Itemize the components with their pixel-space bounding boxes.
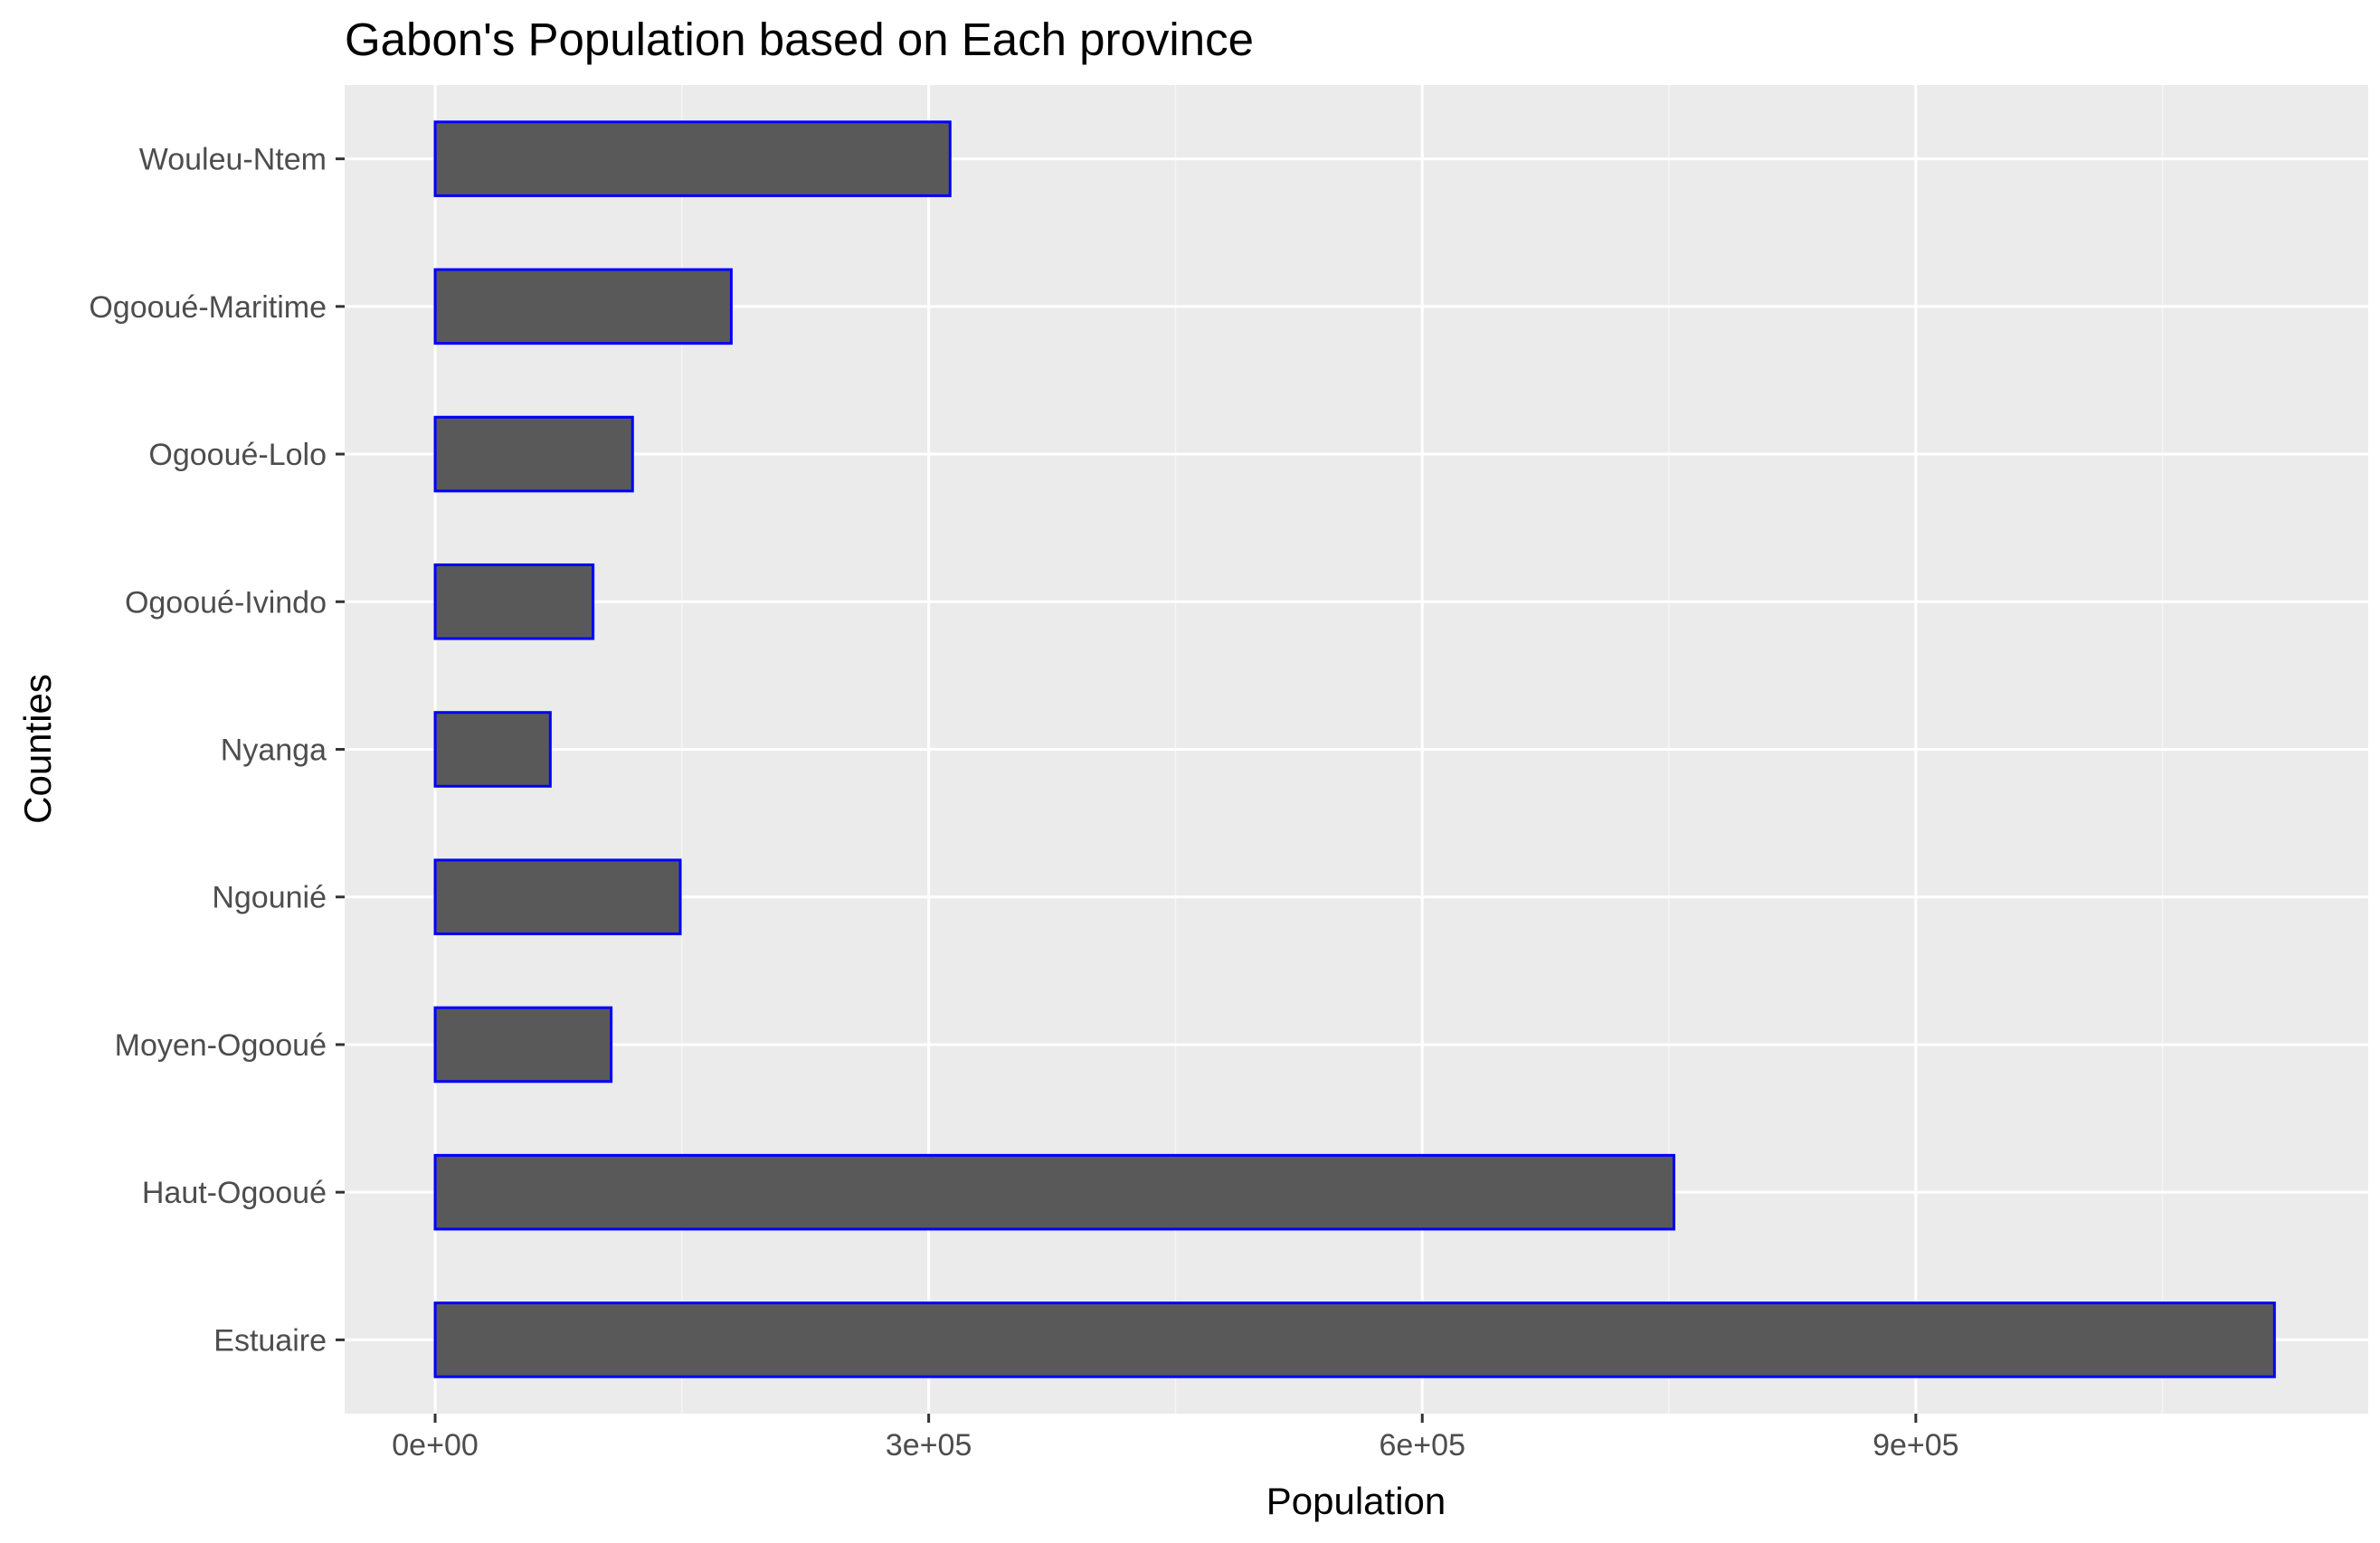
y-tick-label: Nyanga	[221, 734, 327, 768]
y-axis-title: Counties	[16, 674, 59, 824]
bar	[433, 120, 952, 197]
bars-group	[433, 120, 2276, 1378]
y-tick-label: Wouleu-Ntem	[139, 143, 327, 177]
y-tick-label: Ogooué-Maritime	[89, 290, 327, 325]
bar	[433, 415, 634, 493]
x-axis-title: Population	[1266, 1480, 1446, 1522]
bar	[433, 1006, 613, 1084]
chart-title: Gabon's Population based on Each provinc…	[345, 14, 1254, 65]
x-axis: 0e+00 3e+05 6e+05 9e+05	[392, 1414, 1959, 1463]
y-axis: Estuaire Haut-Ogooué Moyen-Ogooué Ngounié Ny…	[89, 143, 345, 1358]
bar	[433, 563, 595, 640]
bar	[433, 711, 552, 788]
y-tick-label: Ogooué-Lolo	[148, 438, 327, 472]
x-tick-label: 3e+05	[886, 1428, 972, 1463]
x-tick-label: 0e+00	[392, 1428, 479, 1463]
bar	[433, 268, 733, 346]
bar	[433, 858, 682, 936]
x-tick-label: 6e+05	[1379, 1428, 1465, 1463]
bar	[433, 1153, 1676, 1231]
y-tick-label: Moyen-Ogooué	[115, 1028, 327, 1063]
y-tick-label: Ngounié	[212, 881, 327, 915]
y-tick-label: Haut-Ogooué	[142, 1176, 327, 1210]
bar	[433, 1302, 2276, 1378]
y-tick-label: Estuaire	[213, 1323, 327, 1358]
x-tick-label: 9e+05	[1873, 1428, 1959, 1463]
y-tick-label: Ogooué-Ivindo	[125, 585, 327, 620]
